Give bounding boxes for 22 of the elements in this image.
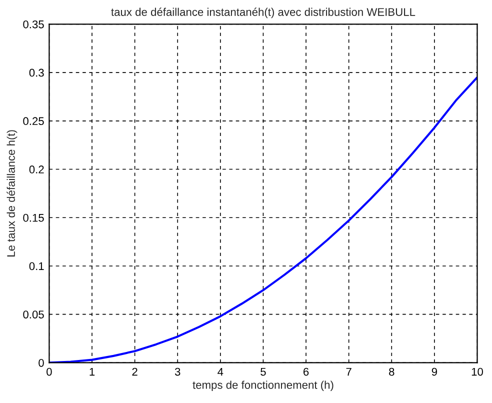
x-tick-label: 8 xyxy=(389,368,394,376)
y-tick-label: 0.3 xyxy=(29,68,44,77)
y-tick-label: 0.2 xyxy=(29,166,44,174)
x-tick-label: 6 xyxy=(304,368,309,376)
x-axis-title: temps de fonctionnement (h) xyxy=(192,380,334,392)
x-tick-label: 7 xyxy=(346,368,352,376)
x-tick-label: 0 xyxy=(46,368,52,376)
chart-title: taux de défaillance instantanéh(t) avec distribustion WEIBULL xyxy=(111,8,416,18)
y-tick-label: 0.35 xyxy=(23,20,44,28)
y-tick-label: 0.05 xyxy=(23,310,44,318)
x-tick-label: 5 xyxy=(260,368,266,376)
y-tick-label: 0.1 xyxy=(29,262,44,270)
x-tick-label: 3 xyxy=(174,368,180,376)
x-tick-label: 10 xyxy=(472,368,483,376)
y-tick-label: 0.25 xyxy=(23,117,44,126)
y-axis-title: Le taux de défaillance h(t) xyxy=(6,130,18,256)
y-tick-label: 0 xyxy=(38,358,44,367)
x-tick-label: 1 xyxy=(90,368,95,376)
x-tick-label: 9 xyxy=(432,368,437,376)
y-tick-label: 0.15 xyxy=(23,214,44,222)
x-tick-label: 4 xyxy=(218,368,224,376)
x-tick-label: 2 xyxy=(132,368,138,376)
